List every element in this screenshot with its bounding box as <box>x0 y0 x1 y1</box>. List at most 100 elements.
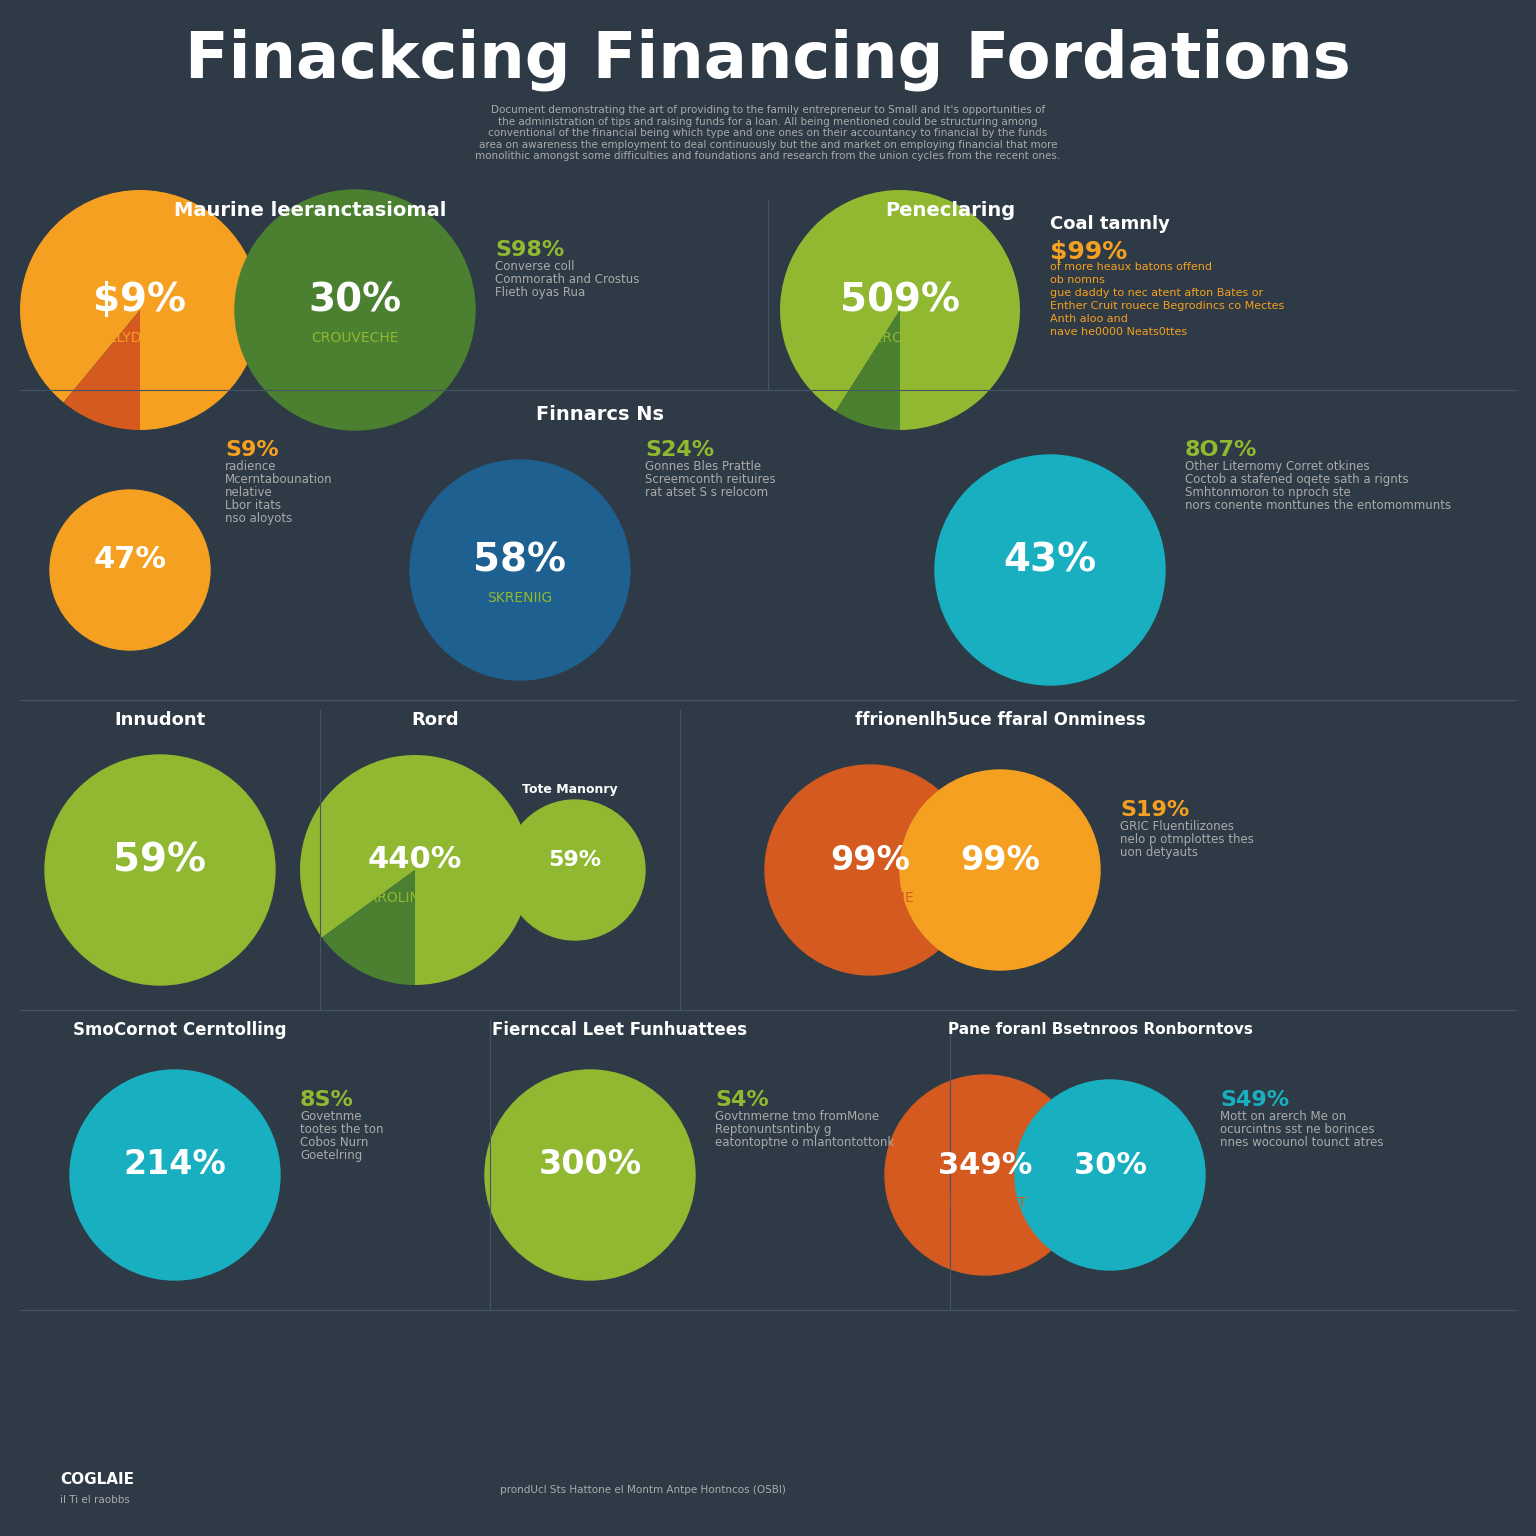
Text: of more heaux batons offend: of more heaux batons offend <box>1051 263 1212 272</box>
Text: Maurine leeranctasiomal: Maurine leeranctasiomal <box>174 201 445 220</box>
Text: 99%: 99% <box>829 843 909 877</box>
Text: Lbor itats: Lbor itats <box>224 499 281 511</box>
Text: 8O7%: 8O7% <box>1184 439 1258 459</box>
Text: Cobos Nurn: Cobos Nurn <box>300 1137 369 1149</box>
Text: nso aloyots: nso aloyots <box>224 511 292 525</box>
Circle shape <box>1015 1080 1206 1270</box>
Text: Finackcing Financing Fordations: Finackcing Financing Fordations <box>186 29 1350 91</box>
Circle shape <box>45 756 275 985</box>
Text: Smhtonmoron to nproch ste: Smhtonmoron to nproch ste <box>1184 485 1350 499</box>
Text: OKKOKIE: OKKOKIE <box>545 891 605 905</box>
Text: QXPDIISGNTS: QXPDIISGNTS <box>542 1197 637 1210</box>
Text: nelo p otmplottes thes: nelo p otmplottes thes <box>1120 833 1253 846</box>
Wedge shape <box>323 869 415 985</box>
Text: Coctob a stafened oqete sath a rignts: Coctob a stafened oqete sath a rignts <box>1184 473 1409 485</box>
Text: 214%: 214% <box>123 1149 226 1181</box>
Text: 59%: 59% <box>548 849 602 869</box>
Text: S9%: S9% <box>224 439 278 459</box>
Text: S19%: S19% <box>1120 800 1189 820</box>
Circle shape <box>51 490 210 650</box>
Text: 440%: 440% <box>367 845 462 874</box>
Text: S98%: S98% <box>495 240 564 260</box>
Text: DILLYDINORE: DILLYDINORE <box>94 330 186 346</box>
Text: Coal tamnly: Coal tamnly <box>1051 215 1170 233</box>
Text: radience: radience <box>224 459 276 473</box>
Text: uon detyauts: uon detyauts <box>1120 846 1198 859</box>
Text: Enther Cruit rouece Begrodincs co Mectes: Enther Cruit rouece Begrodincs co Mectes <box>1051 301 1284 310</box>
Text: SKRENIIG: SKRENIIG <box>487 591 553 605</box>
Text: Goetelring: Goetelring <box>300 1149 362 1163</box>
Text: Rord: Rord <box>412 711 459 730</box>
Wedge shape <box>300 756 530 985</box>
Circle shape <box>235 190 475 430</box>
Text: Innudont: Innudont <box>114 711 206 730</box>
Text: CAROLINGMORE: CAROLINGMORE <box>358 891 472 905</box>
Text: S24%: S24% <box>645 439 714 459</box>
Text: ob nomns: ob nomns <box>1051 275 1104 286</box>
Text: prondUcl Sts Hattone el Montm Antpe Hontncos (OSBI): prondUcl Sts Hattone el Montm Antpe Hont… <box>501 1485 786 1495</box>
Text: Anth aloo and: Anth aloo and <box>1051 313 1127 324</box>
Text: 58%: 58% <box>473 541 567 579</box>
Text: 509%: 509% <box>840 281 960 319</box>
Text: 30%: 30% <box>309 281 401 319</box>
Text: Mcerntabounation: Mcerntabounation <box>224 473 333 485</box>
Text: Converse coll: Converse coll <box>495 260 574 273</box>
Wedge shape <box>63 310 140 430</box>
Circle shape <box>885 1075 1084 1275</box>
Text: S49%: S49% <box>1220 1091 1289 1111</box>
Text: BELISINE: BELISINE <box>969 891 1031 905</box>
Text: $99%: $99% <box>1051 240 1127 264</box>
Text: il Ti el raobbs: il Ti el raobbs <box>60 1495 131 1505</box>
Text: G FIRAIG: G FIRAIG <box>100 591 160 605</box>
Text: GILE SRIHNTON: GILE SRIHNTON <box>121 1197 229 1210</box>
Circle shape <box>505 800 645 940</box>
Text: 349%: 349% <box>938 1150 1032 1180</box>
Text: 30%: 30% <box>1074 1150 1146 1180</box>
Circle shape <box>71 1071 280 1279</box>
Circle shape <box>765 765 975 975</box>
Text: 99%: 99% <box>960 843 1040 877</box>
Text: Screemconth reituires: Screemconth reituires <box>645 473 776 485</box>
Text: Govetnme: Govetnme <box>300 1111 361 1123</box>
Text: S4%: S4% <box>714 1091 768 1111</box>
Text: nelative: nelative <box>224 485 273 499</box>
Wedge shape <box>836 310 900 430</box>
Text: ffrionenlh5uce ffaral Onminess: ffrionenlh5uce ffaral Onminess <box>854 711 1146 730</box>
Text: SmoCornot Cerntolling: SmoCornot Cerntolling <box>74 1021 287 1038</box>
Text: Tote Manonry: Tote Manonry <box>522 783 617 797</box>
Text: 47%: 47% <box>94 545 166 574</box>
Text: nors conente monttunes the entomommunts: nors conente monttunes the entomommunts <box>1184 499 1452 511</box>
Text: COGLAIE: COGLAIE <box>60 1473 134 1487</box>
Wedge shape <box>780 190 1020 430</box>
Text: gue daddy to nec atent afton Bates or: gue daddy to nec atent afton Bates or <box>1051 289 1263 298</box>
Text: Flieth oyas Rua: Flieth oyas Rua <box>495 286 585 300</box>
Text: BRIOENMAISCE: BRIOENMAISCE <box>108 891 214 905</box>
Text: nnes wocounol tounct atres: nnes wocounol tounct atres <box>1220 1137 1384 1149</box>
Circle shape <box>410 459 630 680</box>
Text: 300%: 300% <box>539 1149 642 1181</box>
Circle shape <box>485 1071 694 1279</box>
Text: Finnarcs Ns: Finnarcs Ns <box>536 406 664 424</box>
Circle shape <box>900 770 1100 971</box>
Text: Reptonuntsntinby g: Reptonuntsntinby g <box>714 1123 831 1137</box>
Text: GRIC Fluentilizones: GRIC Fluentilizones <box>1120 820 1233 833</box>
Text: Commorath and Crostus: Commorath and Crostus <box>495 273 639 286</box>
Text: PCTIERONHIOES: PCTIERONHIOES <box>843 330 957 346</box>
Text: Govtnmerne tmo fromMone: Govtnmerne tmo fromMone <box>714 1111 879 1123</box>
Text: EUCYGFYMT: EUCYGFYMT <box>943 1197 1028 1210</box>
Text: $9%: $9% <box>94 281 186 319</box>
Circle shape <box>935 455 1164 685</box>
Text: eatontoptne o mlantontottonk: eatontoptne o mlantontottonk <box>714 1137 894 1149</box>
Text: SMALL EGITS: SMALL EGITS <box>1005 591 1095 605</box>
Text: Gonnes Bles Prattle: Gonnes Bles Prattle <box>645 459 762 473</box>
Text: PREFUONS: PREFUONS <box>1072 1197 1147 1210</box>
Text: Peneclaring: Peneclaring <box>885 201 1015 220</box>
Text: ocurcintns sst ne borinces: ocurcintns sst ne borinces <box>1220 1123 1375 1137</box>
Text: CROUVECHE: CROUVECHE <box>312 330 399 346</box>
Text: tootes the ton: tootes the ton <box>300 1123 384 1137</box>
Text: Fiernccal Leet Funhuattees: Fiernccal Leet Funhuattees <box>493 1021 748 1038</box>
Text: 43%: 43% <box>1003 541 1097 579</box>
Text: nave he0000 Neats0ttes: nave he0000 Neats0ttes <box>1051 327 1187 336</box>
Wedge shape <box>20 190 260 430</box>
Text: 59%: 59% <box>114 842 206 879</box>
